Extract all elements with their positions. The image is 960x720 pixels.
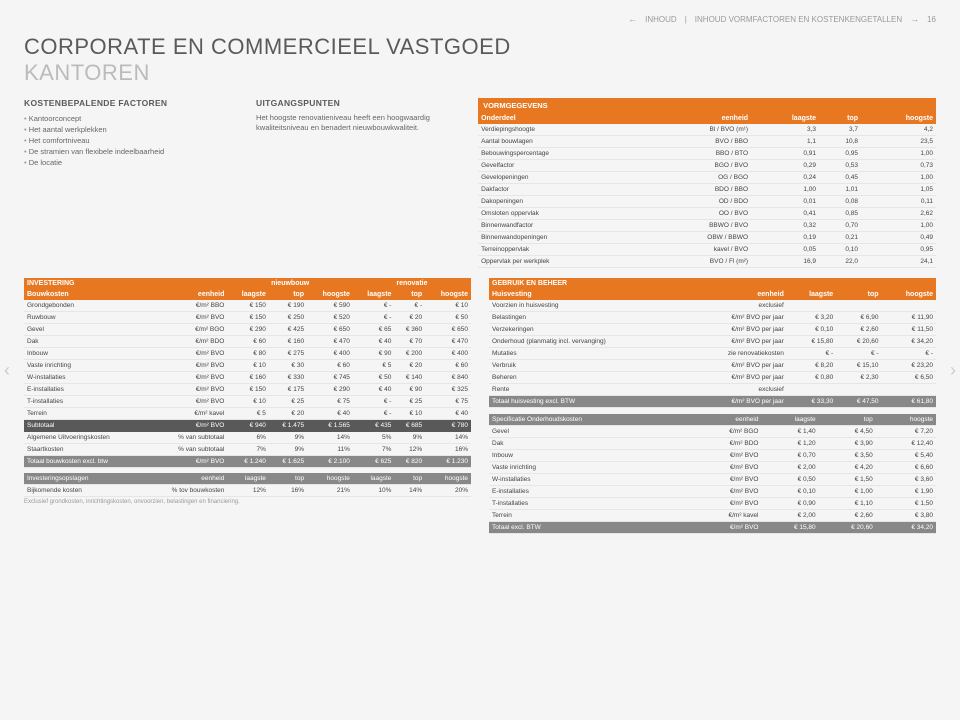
vorm-title: VORMGEGEVENS — [478, 98, 936, 113]
factoren-item: Kantoorconcept — [24, 113, 228, 124]
uitgang-title: UITGANGSPUNTEN — [256, 98, 460, 108]
uitgang-block: UITGANGSPUNTEN Het hoogste renovatienive… — [256, 98, 460, 168]
factoren-item: De locatie — [24, 157, 228, 168]
nav-next[interactable]: › — [950, 360, 956, 381]
factoren-item: De stramien van flexibele indeelbaarheid — [24, 146, 228, 157]
page: ← INHOUD | INHOUD VORMFACTOREN EN KOSTEN… — [0, 0, 960, 548]
uitgang-text: Het hoogste renovatieniveau heeft een ho… — [256, 113, 460, 133]
factoren-item: Het comfortniveau — [24, 135, 228, 146]
gebruik-table: GEBRUIK EN BEHEERHuisvestingeenheidlaags… — [489, 278, 936, 408]
factoren-title: KOSTENBEPALENDE FACTOREN — [24, 98, 228, 108]
invest-table: INVESTERINGnieuwbouwrenovatieBouwkostene… — [24, 278, 471, 497]
topbar-sep: | — [685, 15, 687, 24]
spec-table: Specificatie Onderhoudskosteneenheidlaag… — [489, 414, 936, 534]
vorm-table: OnderdeeleenheidlaagstetophoogsteVerdiep… — [478, 113, 936, 268]
page-title: CORPORATE EN COMMERCIEEL VASTGOED — [24, 34, 936, 60]
factoren-block: KOSTENBEPALENDE FACTOREN KantoorconceptH… — [24, 98, 228, 168]
topbar: ← INHOUD | INHOUD VORMFACTOREN EN KOSTEN… — [24, 14, 936, 24]
topbar-fwd[interactable]: INHOUD VORMFACTOREN EN KOSTENKENGETALLEN — [695, 15, 902, 24]
invest-footnote: Exclusief grondkosten, inrichtingskosten… — [24, 499, 471, 505]
back-arrow-icon[interactable]: ← — [628, 14, 637, 24]
page-subtitle: KANTOREN — [24, 60, 936, 86]
factoren-item: Het aantal werkplekken — [24, 124, 228, 135]
page-number: 16 — [927, 15, 936, 24]
topbar-back[interactable]: INHOUD — [645, 15, 677, 24]
nav-prev[interactable]: ‹ — [4, 360, 10, 381]
fwd-arrow-icon[interactable]: → — [910, 14, 919, 24]
